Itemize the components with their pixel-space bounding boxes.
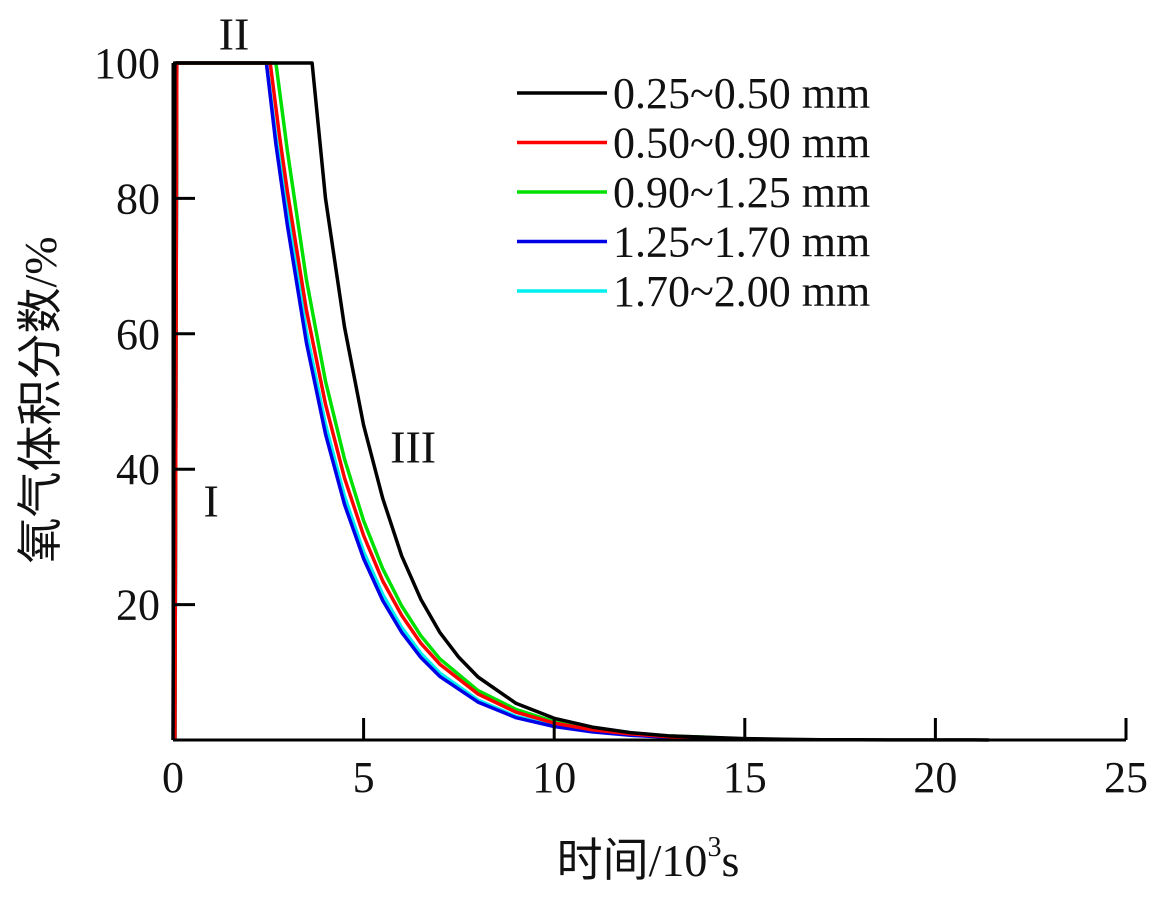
x-tick-label: 10 — [532, 753, 576, 802]
axes — [171, 63, 1126, 742]
x-tick-label: 0 — [162, 753, 184, 802]
legend-label-1: 0.25~0.50 mm — [613, 69, 870, 118]
y-tick-label: 60 — [116, 310, 160, 359]
legend: 0.25~0.50 mm0.50~0.90 mm0.90~1.25 mm1.25… — [517, 69, 870, 316]
x-axis-label-main: 时间/10 — [557, 835, 708, 886]
region-label-1: I — [203, 476, 218, 527]
legend-label-2: 0.50~0.90 mm — [613, 119, 870, 168]
y-tick-label: 40 — [116, 445, 160, 494]
x-tick-label: 15 — [723, 753, 767, 802]
x-axis-label-superscript: 3 — [707, 832, 721, 863]
legend-label-4: 1.25~1.70 mm — [613, 218, 870, 267]
region-label-3: III — [390, 421, 436, 472]
y-tick-label: 100 — [94, 39, 160, 88]
x-axis-label-unit: s — [721, 835, 739, 886]
series-line-2 — [173, 61, 745, 742]
y-tick-label: 20 — [116, 581, 160, 630]
plot-lines — [171, 61, 989, 742]
region-label-2: II — [219, 8, 250, 59]
x-tick-label: 25 — [1104, 753, 1148, 802]
legend-label-3: 0.90~1.25 mm — [613, 168, 870, 217]
x-tick-label: 5 — [353, 753, 375, 802]
x-axis-label: 时间/103s — [557, 832, 740, 886]
y-tick-label: 80 — [116, 174, 160, 223]
y-axis-label: 氧气体积分数/% — [15, 236, 66, 563]
x-tick-label: 20 — [913, 753, 957, 802]
ticks: 0 5 10 15 20 25 20 40 60 80 100 — [94, 39, 1148, 802]
legend-label-5: 1.70~2.00 mm — [613, 267, 870, 316]
